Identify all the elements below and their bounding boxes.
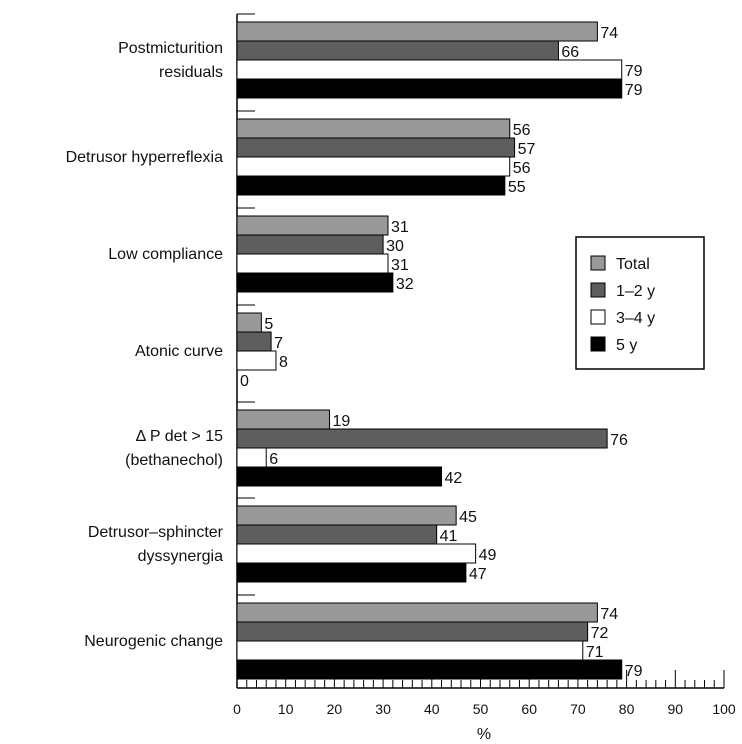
value-label: 79: [625, 82, 643, 99]
value-label: 7: [274, 335, 283, 352]
legend-label: 3–4 y: [616, 310, 655, 327]
x-tick-label: 50: [473, 701, 489, 717]
value-label: 8: [279, 354, 288, 371]
legend-label: 1–2 y: [616, 283, 655, 300]
legend-label: Total: [616, 256, 650, 273]
legend-swatch: [590, 309, 606, 325]
value-label: 56: [513, 122, 531, 139]
chart-bars: [236, 21, 623, 680]
bar: [236, 447, 267, 468]
bar: [236, 621, 589, 642]
bar: [236, 543, 477, 564]
x-axis-ticks: 0 10 20 30 40 50 60 70 80 90 100: [233, 670, 736, 717]
value-label: 49: [479, 547, 497, 564]
value-label: 72: [591, 625, 609, 642]
value-label: 31: [391, 257, 409, 274]
x-tick-label: 90: [668, 701, 684, 717]
category-label: Atonic curve: [135, 343, 223, 360]
bar: [236, 505, 457, 526]
category-label: Neurogenic change: [84, 633, 223, 650]
category-label: Low compliance: [108, 246, 223, 263]
category-label: Δ P det > 15: [136, 428, 223, 445]
value-label: 79: [625, 663, 643, 680]
legend-label: 5 y: [616, 337, 637, 354]
value-label: 6: [269, 451, 278, 468]
value-label: 55: [508, 179, 526, 196]
bar: [236, 156, 511, 177]
bar: [236, 350, 277, 371]
value-label: 42: [445, 470, 463, 487]
x-tick-label: 100: [712, 701, 736, 717]
value-label: 0: [240, 373, 249, 390]
category-label: Postmicturition: [118, 40, 223, 57]
value-label: 30: [386, 238, 404, 255]
legend-swatch: [590, 282, 606, 298]
bar: [236, 524, 438, 545]
bar: [236, 428, 608, 449]
value-label: 66: [561, 44, 579, 61]
value-label: 31: [391, 219, 409, 236]
bar: [236, 312, 262, 333]
legend-swatch: [590, 336, 606, 352]
value-label: 19: [333, 413, 351, 430]
bar: [236, 409, 331, 430]
bar: [236, 234, 384, 255]
bar: [236, 659, 623, 680]
value-label: 56: [513, 160, 531, 177]
category-labels: Postmicturition residuals Detrusor hyperre…: [66, 40, 224, 650]
bar: [236, 59, 623, 80]
bar: [236, 118, 511, 139]
value-label: 47: [469, 566, 487, 583]
value-label: 74: [600, 606, 618, 623]
x-tick-label: 70: [570, 701, 586, 717]
x-tick-label: 20: [327, 701, 343, 717]
legend-swatch: [590, 255, 606, 271]
x-tick-label: 0: [233, 701, 241, 717]
bar: [236, 640, 584, 661]
bar: [236, 562, 467, 583]
x-tick-label: 10: [278, 701, 294, 717]
x-tick-label: 60: [521, 701, 537, 717]
bar: [236, 21, 598, 42]
value-label: 79: [625, 63, 643, 80]
category-label: dyssynergia: [138, 548, 223, 565]
category-label: Detrusor hyperreflexia: [66, 149, 224, 166]
legend: Total 1–2 y 3–4 y 5 y: [575, 236, 705, 370]
bar: [236, 40, 559, 61]
bar: [236, 78, 623, 99]
value-label: 74: [600, 25, 618, 42]
value-label: 41: [440, 528, 458, 545]
x-axis-label: %: [477, 726, 491, 743]
value-label: 57: [518, 141, 536, 158]
value-label: 71: [586, 644, 604, 661]
x-tick-label: 40: [424, 701, 440, 717]
bar: [236, 602, 598, 623]
category-label: residuals: [159, 64, 223, 81]
category-label: Detrusor–sphincter: [88, 524, 224, 541]
value-label: 76: [610, 432, 628, 449]
category-label: (bethanechol): [125, 452, 223, 469]
x-tick-label: 30: [375, 701, 391, 717]
value-label: 32: [396, 276, 414, 293]
value-label: 5: [264, 316, 273, 333]
bar: [236, 272, 394, 293]
bar: [236, 331, 272, 352]
bar: [236, 215, 389, 236]
bar: [236, 466, 443, 487]
value-label: 45: [459, 509, 477, 526]
bar: [236, 253, 389, 274]
bar: [236, 137, 516, 158]
x-tick-label: 80: [619, 701, 635, 717]
bar: [236, 175, 506, 196]
